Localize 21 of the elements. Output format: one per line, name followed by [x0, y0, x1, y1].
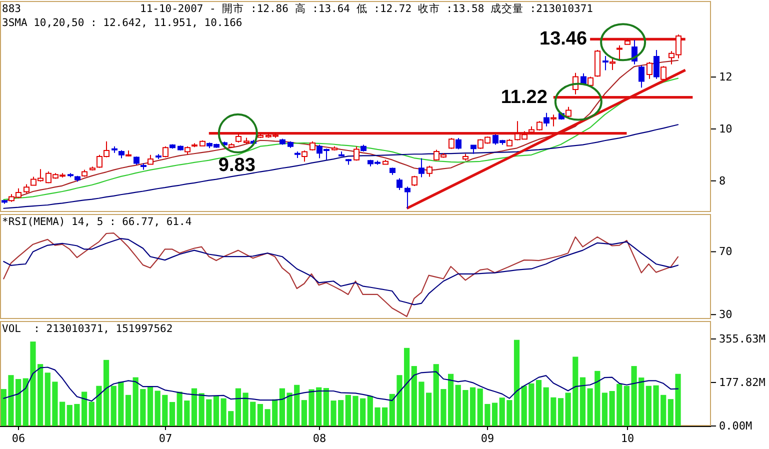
legend-title: *RSI(MEMA) 14, 5 : 66.77, 61.4: [2, 216, 192, 228]
x-tick-label: 09: [480, 432, 494, 445]
x-tick-label: 06: [12, 432, 26, 445]
x-tick-label: 10: [620, 432, 634, 445]
y-tick-label: 177.82M: [719, 376, 766, 389]
chart-subtitle: 11-10-2007 - 開市 :12.86 高 :13.64 低 :12.72 收市 :13.58 成交量 :213010371: [140, 2, 594, 15]
legend-title: VOL : 213010371, 151997562: [2, 323, 173, 335]
x-tick-label: 07: [158, 432, 172, 445]
x-tick-label: 08: [312, 432, 326, 445]
y-tick-label: 0.00M: [719, 420, 752, 432]
y-tick-label: 12: [719, 70, 732, 84]
legend-title: 3SMA 10,20,50 : 12.642, 11.951, 10.166: [2, 17, 242, 29]
annotation: 9.83: [218, 154, 256, 176]
y-tick-label: 8: [719, 174, 726, 188]
y-tick-label: 30: [719, 308, 732, 322]
annotation: 13.46: [540, 28, 588, 50]
y-tick-label: 355.63M: [719, 332, 766, 346]
chart-title: 883: [2, 3, 21, 15]
y-tick-label: 70: [719, 245, 732, 258]
annotation: 11.22: [500, 86, 548, 108]
y-tick-label: 10: [719, 122, 732, 136]
